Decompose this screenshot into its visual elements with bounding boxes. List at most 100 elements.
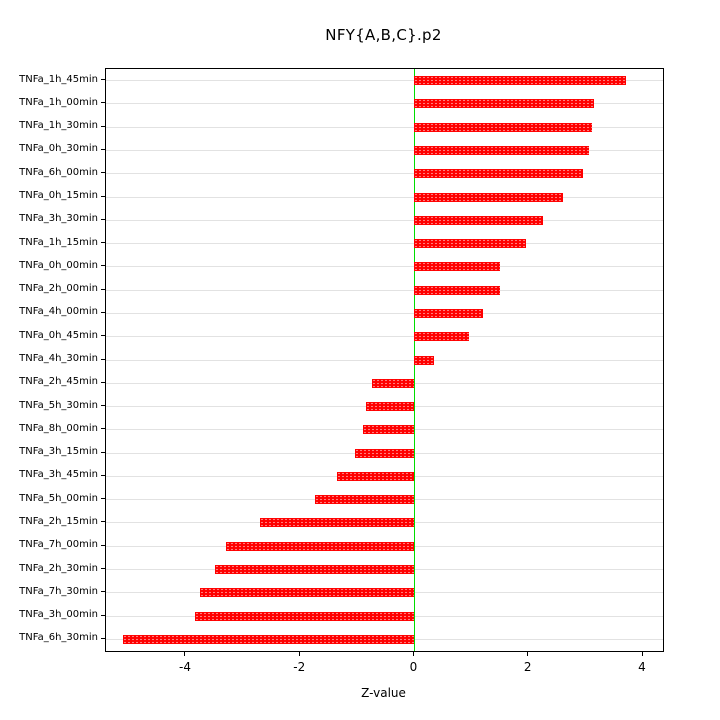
y-axis-tick (101, 614, 105, 616)
bar (414, 239, 526, 249)
x-axis-tick (184, 651, 186, 656)
gridline (106, 289, 663, 291)
gridline (106, 149, 663, 151)
plot-area (105, 68, 664, 652)
y-axis-label: TNFa_2h_00min (19, 283, 98, 295)
y-axis-tick (101, 172, 105, 174)
bar (225, 541, 415, 551)
x-axis-tick (641, 651, 643, 656)
x-axis-tick-label: 2 (523, 660, 532, 674)
gridline (106, 243, 663, 245)
gridline (106, 359, 663, 361)
bar (337, 471, 415, 481)
bar (414, 145, 589, 155)
y-axis-label: TNFa_6h_30min (19, 632, 98, 644)
x-axis-label: Z-value (361, 686, 406, 700)
y-axis-label: TNFa_3h_00min (19, 609, 98, 621)
y-axis-tick (101, 637, 105, 639)
y-axis-tick (101, 195, 105, 197)
y-axis-label: TNFa_0h_00min (19, 259, 98, 271)
y-axis-tick (101, 381, 105, 383)
y-axis-label: TNFa_5h_30min (19, 399, 98, 411)
gridline (106, 219, 663, 221)
y-axis-tick (101, 474, 105, 476)
y-axis-label: TNFa_7h_30min (19, 585, 98, 597)
y-axis-label: TNFa_1h_45min (19, 73, 98, 85)
y-axis-label: TNFa_4h_00min (19, 306, 98, 318)
gridline (106, 103, 663, 105)
chart-title: NFY{A,B,C}.p2 (325, 26, 442, 44)
y-axis-tick (101, 125, 105, 127)
bar (414, 308, 484, 318)
y-axis-tick (101, 568, 105, 570)
gridline (106, 336, 663, 338)
x-axis-tick (527, 651, 529, 656)
y-axis-label: TNFa_0h_45min (19, 329, 98, 341)
y-axis-label: TNFa_3h_30min (19, 213, 98, 225)
y-axis-label: TNFa_4h_30min (19, 353, 98, 364)
y-axis-label: TNFa_0h_30min (19, 143, 98, 155)
y-axis-tick (101, 288, 105, 290)
y-axis-tick (101, 428, 105, 430)
gridline (106, 196, 663, 198)
y-axis-label: TNFa_2h_15min (19, 515, 98, 527)
bar (123, 634, 415, 644)
y-axis-tick (101, 102, 105, 104)
gridline (106, 173, 663, 175)
bar (414, 355, 435, 365)
x-axis-tick-label: -2 (293, 660, 306, 674)
y-axis-label: TNFa_2h_45min (19, 376, 98, 388)
gridline (106, 126, 663, 128)
bar (365, 402, 415, 412)
y-axis-tick (101, 311, 105, 313)
y-axis-label: TNFa_3h_45min (19, 469, 98, 481)
y-axis-label: TNFa_6h_00min (19, 166, 98, 178)
y-axis-label: TNFa_1h_30min (19, 120, 98, 132)
bar (363, 425, 415, 435)
gridline (106, 80, 663, 82)
bar (414, 99, 595, 109)
bar (414, 169, 583, 179)
bar (194, 611, 415, 621)
x-axis-tick (298, 651, 300, 656)
y-axis-tick (101, 405, 105, 407)
y-axis-tick (101, 498, 105, 500)
bar (354, 448, 415, 458)
bar (214, 565, 415, 575)
y-axis-label: TNFa_8h_00min (19, 422, 98, 434)
bar (371, 378, 415, 388)
y-axis-label: TNFa_7h_00min (19, 539, 98, 551)
bar (200, 588, 415, 598)
y-axis-label: TNFa_0h_15min (19, 190, 98, 202)
gridline (106, 266, 663, 268)
bar (414, 262, 501, 272)
x-axis-tick-label: 4 (638, 660, 646, 674)
x-axis-tick (412, 651, 414, 656)
y-axis-tick (101, 544, 105, 546)
y-axis-label: TNFa_2h_30min (19, 562, 98, 574)
y-axis-tick (101, 79, 105, 81)
bar (414, 285, 501, 295)
y-axis-tick (101, 451, 105, 453)
bar (414, 332, 469, 342)
y-axis-tick (101, 265, 105, 267)
y-axis-label: TNFa_1h_00min (19, 96, 98, 108)
y-axis-tick (101, 242, 105, 244)
y-axis-tick (101, 148, 105, 150)
y-axis-tick (101, 521, 105, 523)
bar (414, 76, 626, 86)
x-axis-tick-label: 0 (409, 660, 418, 674)
y-axis-tick (101, 218, 105, 220)
y-axis-tick (101, 591, 105, 593)
y-axis-label: TNFa_1h_15min (19, 236, 98, 248)
y-axis-label: TNFa_3h_15min (19, 446, 98, 458)
bar (414, 192, 564, 202)
y-axis-tick (101, 358, 105, 360)
bar (260, 518, 415, 528)
y-axis-tick (101, 335, 105, 337)
bar (414, 215, 544, 225)
x-axis-tick-label: -4 (178, 660, 191, 674)
bar (414, 122, 592, 132)
y-axis-label: TNFa_5h_00min (19, 492, 98, 504)
